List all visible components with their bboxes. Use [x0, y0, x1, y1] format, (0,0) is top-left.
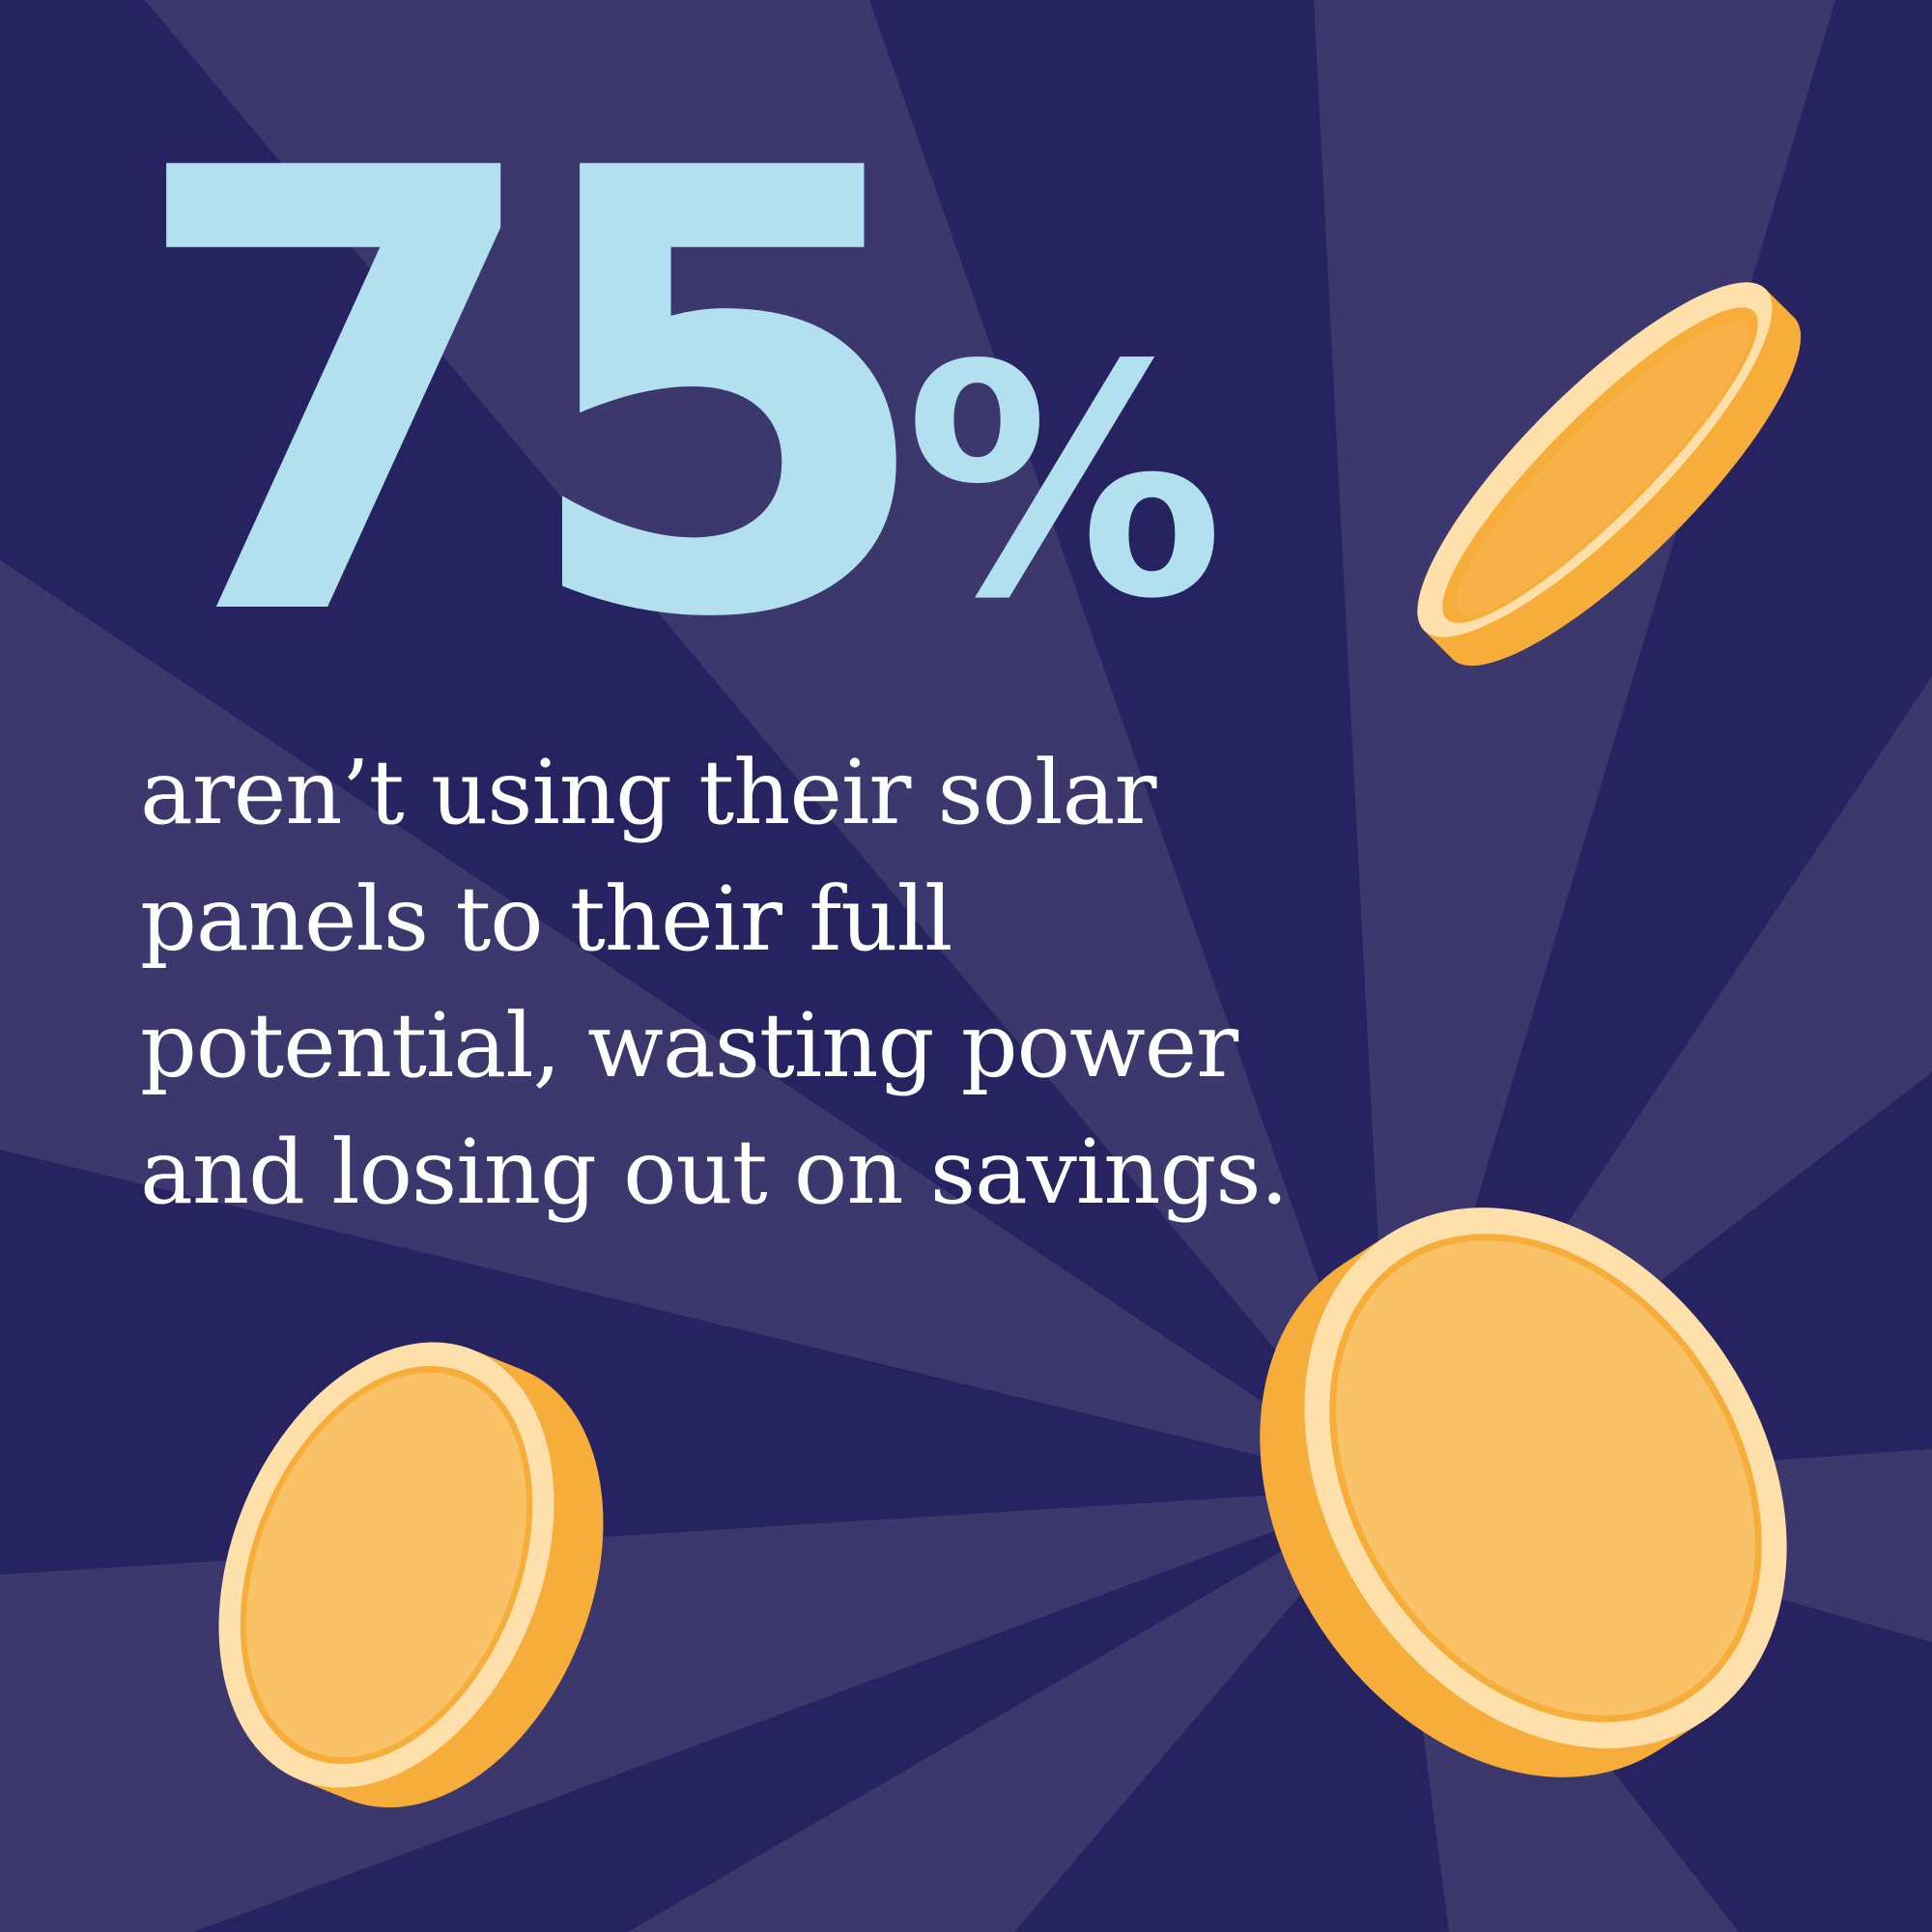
ray	[145, 0, 1391, 1488]
ray	[628, 1488, 1391, 1932]
stat-description: aren’t using their solar panels to their…	[140, 741, 1289, 1224]
percent-sign: %	[904, 298, 1225, 668]
stat-percentage: 75%	[126, 92, 1224, 700]
ray	[0, 560, 1391, 1488]
stat-value: 75	[126, 42, 939, 751]
